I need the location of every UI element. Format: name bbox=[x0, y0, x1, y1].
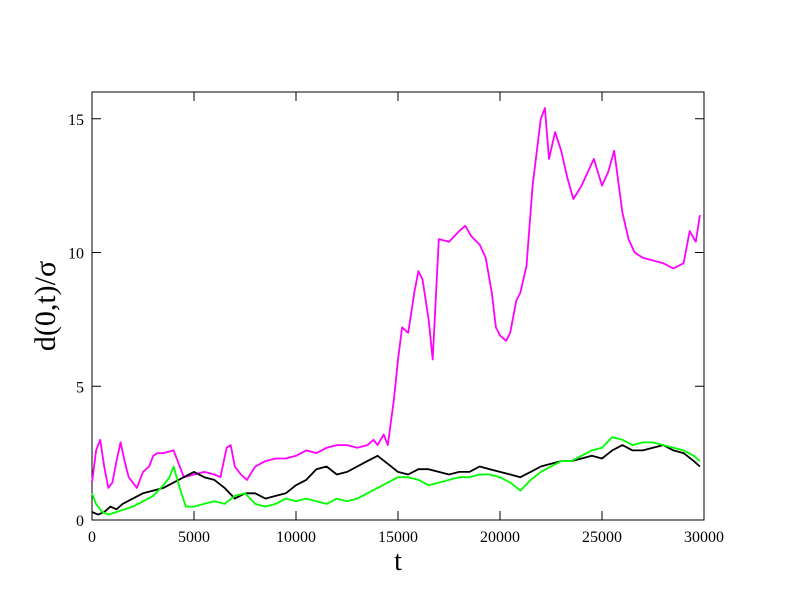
series-line-1 bbox=[91, 107, 701, 489]
x-tick-label: 15000 bbox=[378, 529, 418, 546]
x-tick-label: 0 bbox=[88, 529, 96, 546]
y-axis-title: d(0,t)/σ bbox=[29, 261, 62, 351]
y-tick-label: 5 bbox=[76, 379, 84, 396]
x-tick-label: 30000 bbox=[684, 529, 724, 546]
x-tick-label: 10000 bbox=[276, 529, 316, 546]
y-tick-label: 10 bbox=[68, 246, 84, 263]
y-tick-label: 15 bbox=[68, 112, 84, 129]
x-tick-label: 25000 bbox=[582, 529, 622, 546]
axis-ticks: 0 5000 10000 15000 20000 25000 30000 0 5 10 15 bbox=[68, 92, 724, 546]
series-layer bbox=[91, 107, 701, 516]
y-tick-label: 0 bbox=[76, 513, 84, 530]
x-axis-title: t bbox=[394, 546, 402, 577]
x-tick-label: 20000 bbox=[480, 529, 520, 546]
x-tick-label: 5000 bbox=[178, 529, 210, 546]
series-line-3 bbox=[91, 436, 701, 516]
